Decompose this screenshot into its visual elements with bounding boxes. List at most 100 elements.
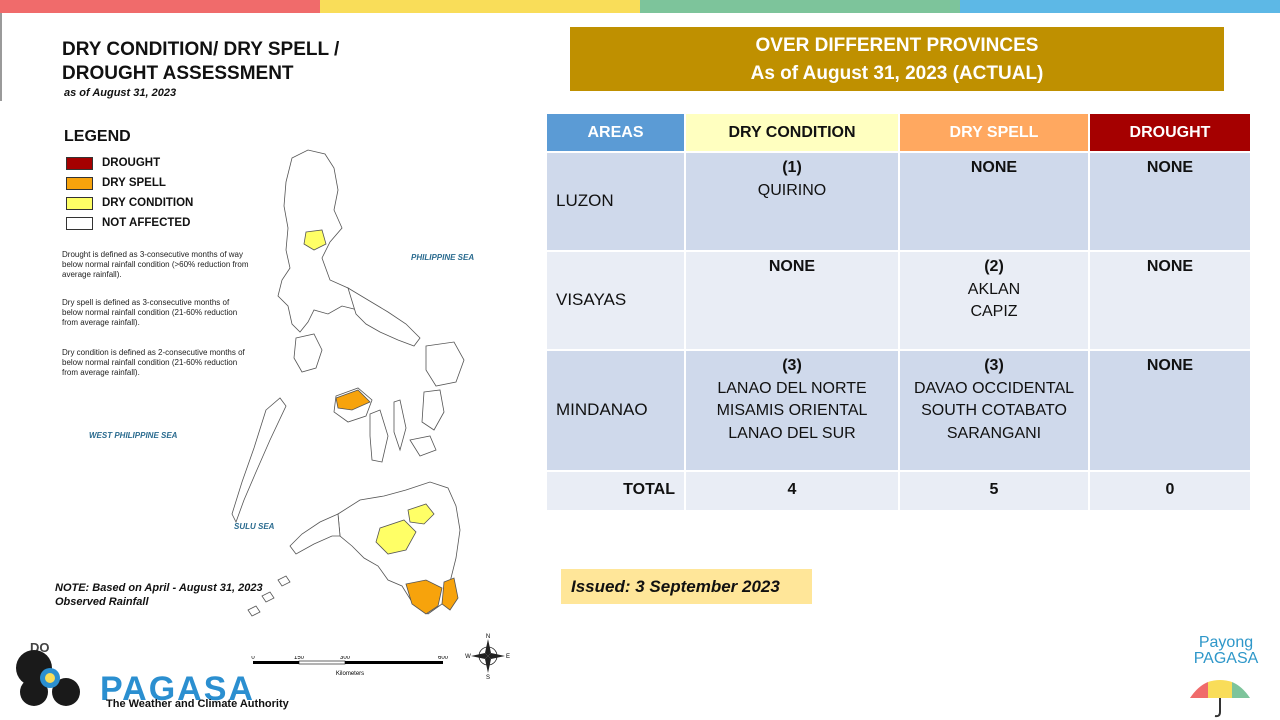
assessment-table: AREAS DRY CONDITION DRY SPELL DROUGHT LU… (545, 112, 1252, 512)
header-dry-spell: DRY SPELL (898, 112, 1090, 153)
map-as-of-date: as of August 31, 2023 (64, 87, 177, 99)
table-row-visayas: VISAYAS NONE (2) AKLAN CAPIZ NONE (545, 250, 1252, 351)
legend: DROUGHT DRY SPELL DRY CONDITION NOT AFFE… (66, 153, 193, 233)
legend-label: DRY CONDITION (102, 197, 194, 209)
scale-segment (253, 661, 299, 664)
dry-spell-cell: NONE (898, 151, 1090, 252)
sulu-archipelago (247, 575, 291, 617)
issued-date-box: Issued: 3 September 2023 (561, 569, 812, 604)
legend-swatch-drought (66, 156, 93, 170)
davao-occidental-province (441, 577, 459, 611)
mindoro-island (293, 333, 323, 373)
dry-spell-cell: (2) AKLAN CAPIZ (898, 250, 1090, 351)
zamboanga-peninsula (289, 513, 341, 555)
misamis-oriental-province (407, 503, 435, 525)
left-edge-line (0, 13, 2, 101)
label-philippine-sea: PHILIPPINE SEA (411, 253, 475, 262)
legend-label: NOT AFFECTED (102, 217, 191, 229)
banner-line-1: OVER DIFFERENT PROVINCES (755, 35, 1039, 56)
area-cell: VISAYAS (545, 250, 686, 351)
legend-item-drought: DROUGHT (66, 153, 193, 173)
table-header-row: AREAS DRY CONDITION DRY SPELL DROUGHT (545, 112, 1252, 153)
legend-item-dry-condition: DRY CONDITION (66, 193, 193, 213)
scale-tick: 0 (251, 656, 255, 661)
quirino-province (303, 229, 327, 251)
bohol-island (409, 435, 437, 457)
leyte-island (421, 389, 445, 431)
cell-count: NONE (1146, 357, 1194, 374)
umbrella-icon (1190, 680, 1250, 718)
compass-w: W (465, 654, 471, 660)
scale-tick: 600 (438, 656, 449, 661)
cell-count: (1) (782, 159, 802, 176)
banner-line-2: As of August 31, 2023 (ACTUAL) (750, 63, 1044, 84)
legend-swatch-dry-spell (66, 176, 93, 190)
legend-title: LEGEND (64, 128, 131, 145)
cell-provinces: LANAO DEL NORTE MISAMIS ORIENTAL LANAO DEL… (716, 379, 868, 442)
cell-count: (2) (984, 258, 1004, 275)
definition-dry-condition: Dry condition is defined as 2-consecutiv… (62, 348, 245, 377)
table-row-luzon: LUZON (1) QUIRINO NONE NONE (545, 151, 1252, 252)
area-cell: LUZON (545, 151, 686, 252)
scale-tick: 300 (340, 656, 351, 661)
scale-segment (298, 660, 346, 665)
legend-item-not-affected: NOT AFFECTED (66, 213, 193, 233)
stripe-segment-blue (960, 0, 1280, 13)
philippines-map (231, 149, 465, 617)
dry-condition-cell: (3) LANAO DEL NORTE MISAMIS ORIENTAL LANAO… (684, 349, 900, 472)
scale-tick: 150 (294, 656, 305, 661)
payong-pagasa-word: PAGASA (1193, 650, 1259, 667)
lanao-provinces (375, 519, 417, 555)
pagasa-logo-icon (16, 650, 80, 706)
dry-spell-cell: (3) DAVAO OCCIDENTAL SOUTH COTABATO SARANG… (898, 349, 1090, 472)
total-dry-spell: 5 (898, 470, 1090, 512)
payong-word: Payong (1198, 634, 1254, 651)
dry-condition-cell: (1) QUIRINO (684, 151, 900, 252)
negros-island (369, 409, 389, 463)
legend-item-dry-spell: DRY SPELL (66, 173, 193, 193)
legend-label: DROUGHT (102, 157, 161, 169)
payong-pagasa-logo: Payong PAGASA (1172, 635, 1280, 667)
samar-island (425, 341, 465, 387)
compass-s: S (486, 675, 490, 679)
area-cell: MINDANAO (545, 349, 686, 472)
drought-cell: NONE (1088, 151, 1252, 252)
top-color-stripe (0, 0, 1280, 13)
scale-unit: Kilometers (336, 671, 364, 677)
total-label: TOTAL (545, 470, 686, 512)
header-drought: DROUGHT (1088, 112, 1252, 153)
compass-n: N (486, 634, 490, 640)
aklan-capiz-provinces (335, 389, 371, 411)
cell-count: NONE (1146, 159, 1194, 176)
stripe-segment-green (640, 0, 960, 13)
cell-count: NONE (1146, 258, 1194, 275)
cell-count: NONE (768, 258, 816, 275)
south-cotabato-sarangani-provinces (405, 579, 443, 615)
table-row-mindanao: MINDANAO (3) LANAO DEL NORTE MISAMIS ORIE… (545, 349, 1252, 472)
provinces-banner: OVER DIFFERENT PROVINCES As of August 31… (570, 27, 1224, 91)
legend-swatch-dry-condition (66, 196, 93, 210)
scale-segment (345, 661, 443, 664)
stripe-segment-yellow (320, 0, 640, 13)
legend-swatch-not-affected (66, 216, 93, 230)
total-dry-condition: 4 (684, 470, 900, 512)
cell-provinces: QUIRINO (757, 181, 827, 199)
drought-cell: NONE (1088, 349, 1252, 472)
pagasa-tagline: The Weather and Climate Authority (106, 698, 289, 710)
map-title: DRY CONDITION/ DRY SPELL / DROUGHT ASSES… (62, 39, 340, 84)
stripe-segment-red (0, 0, 320, 13)
bicol-peninsula (347, 287, 421, 347)
dry-condition-cell: NONE (684, 250, 900, 351)
compass-rose-icon: N S W E (465, 634, 510, 679)
header-dry-condition: DRY CONDITION (684, 112, 900, 153)
cell-count: (3) (984, 357, 1004, 374)
cell-provinces: DAVAO OCCIDENTAL SOUTH COTABATO SARANGANI (913, 379, 1075, 442)
pagasa-wordmark: PAGASA (100, 670, 255, 708)
header-areas: AREAS (545, 112, 686, 153)
cell-count: NONE (970, 159, 1018, 176)
drought-cell: NONE (1088, 250, 1252, 351)
map-note: NOTE: Based on April - August 31, 2023 O… (55, 582, 263, 608)
label-west-philippine-sea: WEST PHILIPPINE SEA (89, 431, 178, 440)
cell-count: (3) (782, 357, 802, 374)
map-scale-bar: 0 150 300 600 Kilometers (251, 656, 449, 677)
